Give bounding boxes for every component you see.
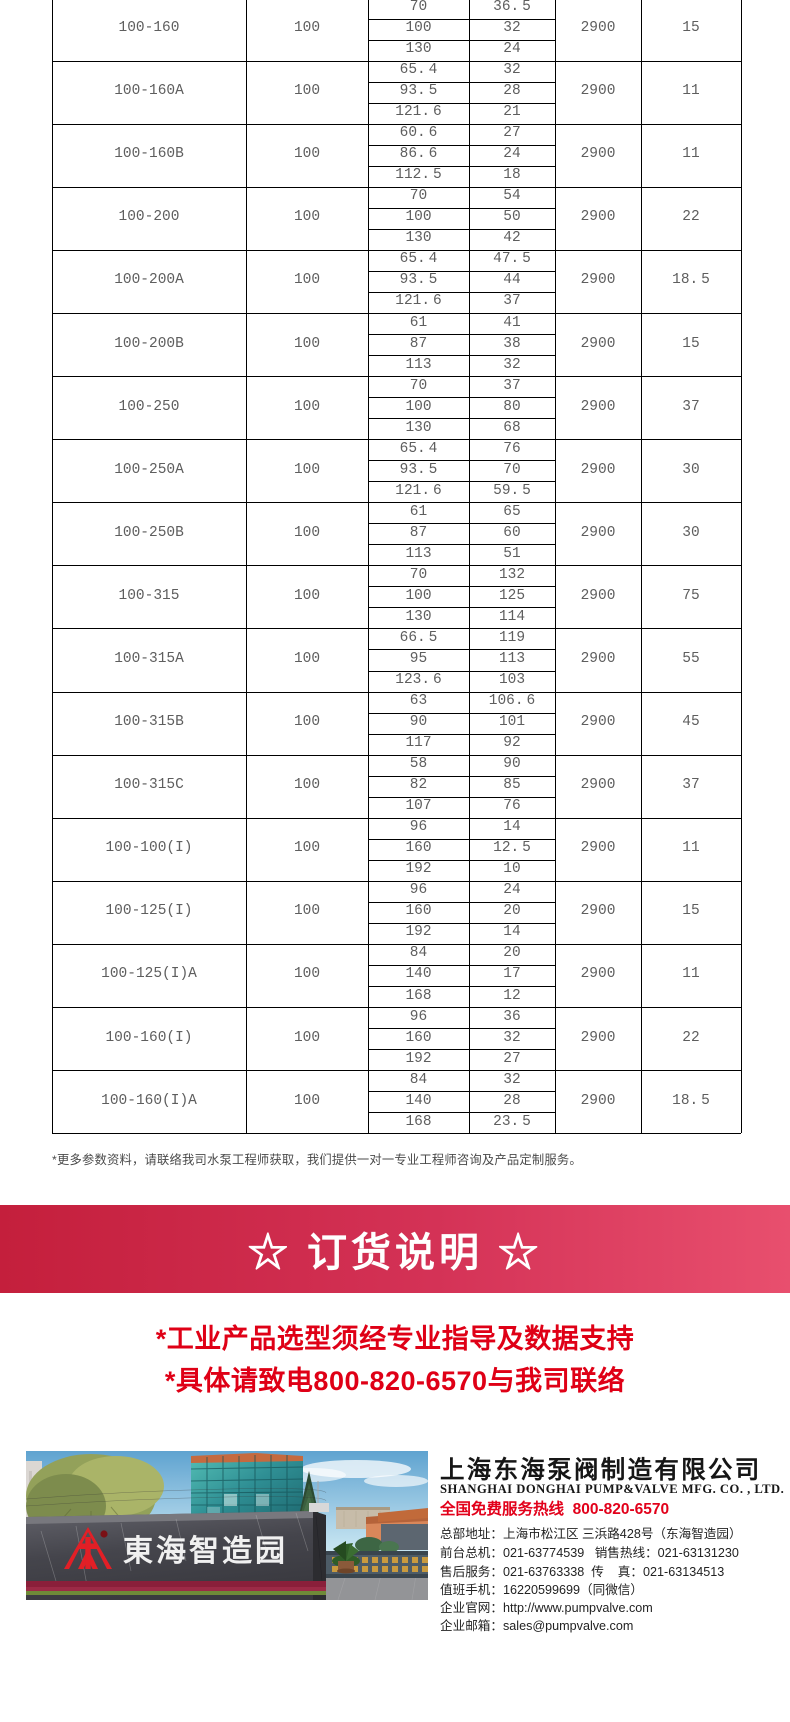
svg-text:東海智造园: 東海智造园 — [123, 1535, 288, 1568]
